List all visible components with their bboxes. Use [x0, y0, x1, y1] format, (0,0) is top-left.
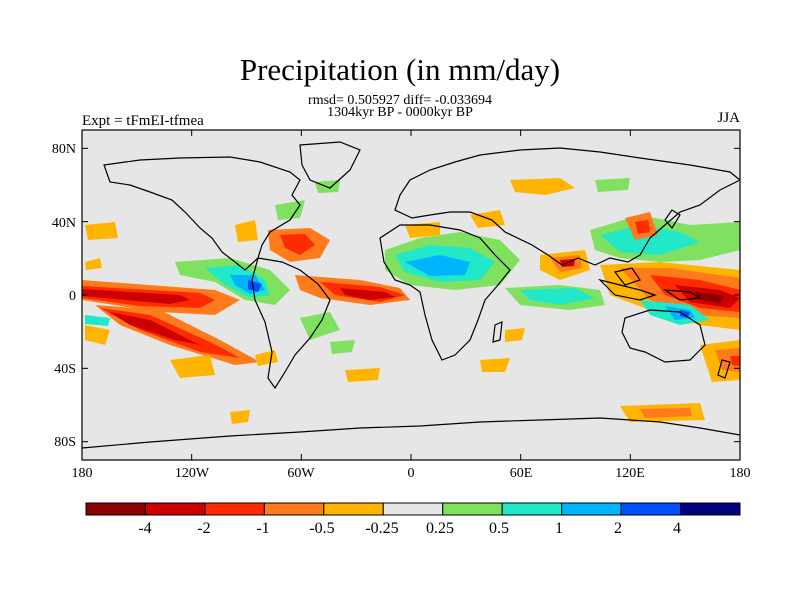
- anomaly-patch: [248, 280, 262, 292]
- anomaly-patch: [715, 348, 740, 372]
- anomaly-patch: [405, 222, 440, 238]
- new-guinea-coast: [662, 289, 702, 301]
- lat-label: 0: [69, 289, 76, 304]
- experiment-label: Expt = tFmEI-tfmea: [82, 113, 204, 129]
- lon-label: 180: [729, 466, 751, 481]
- new-zealand-coast: [717, 359, 731, 379]
- axis-ticks: [81, 130, 741, 460]
- colorbar-swatch: [620, 502, 682, 516]
- anomaly-patch: [300, 312, 340, 340]
- anomaly-patch: [85, 258, 102, 270]
- colorbar-swatch: [680, 502, 741, 516]
- antarctica-coast: [82, 417, 740, 449]
- anomaly-patch: [340, 288, 395, 300]
- colorbar-label: -2: [197, 520, 211, 537]
- borneo-coast: [613, 267, 641, 286]
- anomaly-patch: [82, 289, 190, 304]
- anomaly-patch: [505, 328, 525, 342]
- anomaly-patch: [345, 368, 380, 382]
- africa-coast: [379, 224, 511, 361]
- anomaly-patch: [595, 178, 630, 192]
- colorbar-swatch: [501, 502, 563, 516]
- australia-coast: [621, 309, 706, 363]
- colorbar-swatch: [85, 502, 146, 516]
- anomaly-patch: [640, 408, 692, 418]
- lat-label: 80N: [51, 142, 76, 157]
- lon-label: 60E: [509, 466, 533, 481]
- colorbar-swatch: [561, 502, 622, 516]
- lon-label: 60W: [287, 466, 315, 481]
- colorbar: [85, 502, 741, 516]
- anomaly-patch: [235, 220, 258, 242]
- anomaly-patch: [230, 410, 250, 424]
- colorbar-label: -0.25: [365, 520, 399, 537]
- colorbar-label: -1: [256, 520, 270, 537]
- europe-asia-coast: [394, 147, 740, 266]
- colorbar-swatch: [323, 502, 384, 516]
- stats-label: rmsd= 0.505927 diff= -0.033694: [308, 93, 492, 108]
- anomaly-patch: [85, 222, 118, 240]
- japan-coast: [664, 209, 681, 230]
- lon-label: 180: [71, 466, 93, 481]
- south-america-coast: [251, 257, 331, 390]
- anomaly-patch: [110, 312, 200, 345]
- anomaly-patch: [600, 225, 700, 255]
- anomaly-patch: [730, 356, 740, 366]
- anomaly-patch: [275, 200, 305, 220]
- anomaly-patch: [510, 178, 575, 195]
- map-title: Precipitation (in mm/day): [239, 52, 561, 87]
- colorbar-swatch: [442, 502, 503, 516]
- anomaly-patch: [480, 358, 510, 372]
- period-label: 1304kyr BP - 0000kyr BP: [327, 105, 473, 120]
- colorbar-label: 2: [614, 520, 622, 537]
- colorbar-label: 0.5: [489, 520, 509, 537]
- greenland-coast: [299, 141, 361, 189]
- colorbar-label: -0.5: [309, 520, 335, 537]
- colorbar-swatch: [263, 502, 325, 516]
- north-america-coast: [103, 156, 301, 271]
- colorbar-label: 0.25: [426, 520, 454, 537]
- anomaly-patch: [695, 292, 725, 303]
- colorbar-swatch: [382, 502, 444, 516]
- colorbar-label: 1: [555, 520, 563, 537]
- colorbar-swatch: [204, 502, 265, 516]
- colorbar-label: -4: [138, 520, 152, 537]
- anomaly-patch: [170, 355, 215, 378]
- lon-label: 0: [407, 466, 415, 481]
- lat-label: 40N: [51, 216, 76, 231]
- madagascar-coast: [492, 321, 503, 343]
- anomaly-patch: [520, 288, 595, 305]
- lon-label: 120W: [174, 466, 210, 481]
- anomaly-patch: [85, 325, 110, 345]
- lat-label: 40S: [54, 362, 76, 377]
- lon-label: 120E: [615, 466, 645, 481]
- precip-anomaly-field: [82, 178, 740, 424]
- anomaly-patch: [280, 234, 315, 255]
- anomaly-patch: [680, 310, 690, 318]
- anomaly-patch: [635, 220, 650, 234]
- anomaly-patch: [405, 255, 470, 276]
- coastlines: [82, 141, 740, 449]
- colorbar-label: 4: [673, 520, 681, 537]
- season-label: JJA: [717, 110, 740, 126]
- anomaly-patch: [330, 340, 355, 354]
- indonesia-coast: [598, 278, 657, 301]
- colorbar-swatch: [144, 502, 206, 516]
- lat-label: 80S: [54, 435, 76, 450]
- anomaly-patch: [85, 315, 110, 326]
